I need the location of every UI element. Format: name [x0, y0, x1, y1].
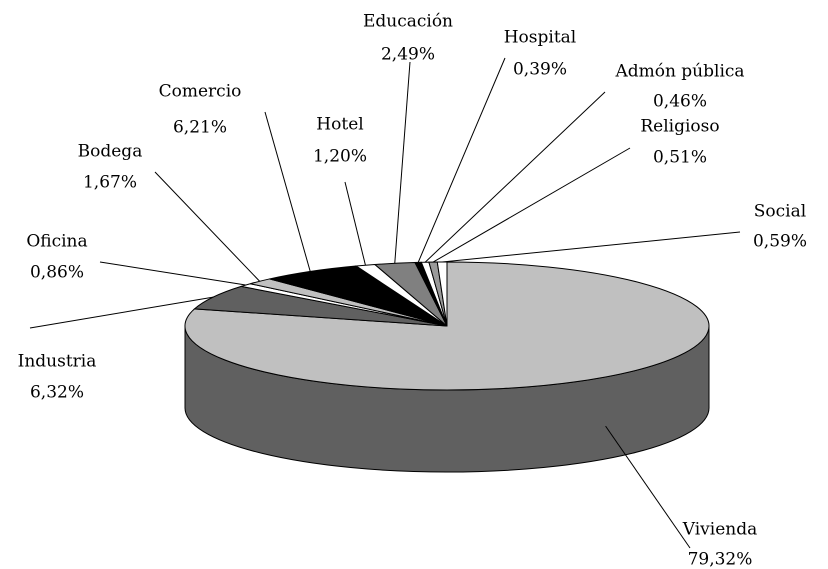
value-label: 79,32% — [688, 550, 753, 569]
value-label: 6,32% — [30, 383, 84, 403]
leader-line — [424, 91, 606, 263]
category-label: Admón pública — [614, 62, 744, 82]
leader-line — [442, 231, 741, 263]
category-label: Comercio — [159, 82, 242, 102]
category-label: Vivienda — [682, 520, 757, 540]
value-label: 1,20% — [313, 147, 367, 167]
value-label: 0,59% — [753, 232, 807, 252]
category-label: Bodega — [78, 142, 143, 162]
leader-line — [154, 171, 260, 282]
category-label: Hospital — [504, 28, 577, 48]
leader-line — [264, 111, 311, 272]
category-label: Religioso — [640, 117, 719, 137]
value-label: 0,39% — [513, 60, 567, 80]
value-label: 0,46% — [653, 92, 707, 112]
category-label: Industria — [18, 352, 97, 372]
leader-line — [417, 57, 506, 263]
category-label: Social — [754, 202, 806, 222]
category-label: Oficina — [26, 232, 87, 252]
value-label: 0,51% — [653, 148, 707, 168]
value-label: 0,86% — [30, 263, 84, 283]
leader-line — [394, 61, 411, 264]
category-label: Hotel — [316, 115, 363, 135]
leader-line — [605, 425, 691, 549]
leader-line — [99, 261, 246, 286]
leader-line — [432, 147, 631, 263]
value-label: 6,21% — [173, 118, 227, 138]
leader-line — [344, 181, 366, 266]
value-label: 1,67% — [83, 173, 137, 193]
category-label: Educación — [363, 12, 453, 32]
leader-line — [29, 296, 214, 329]
value-label: 2,49% — [381, 45, 435, 65]
